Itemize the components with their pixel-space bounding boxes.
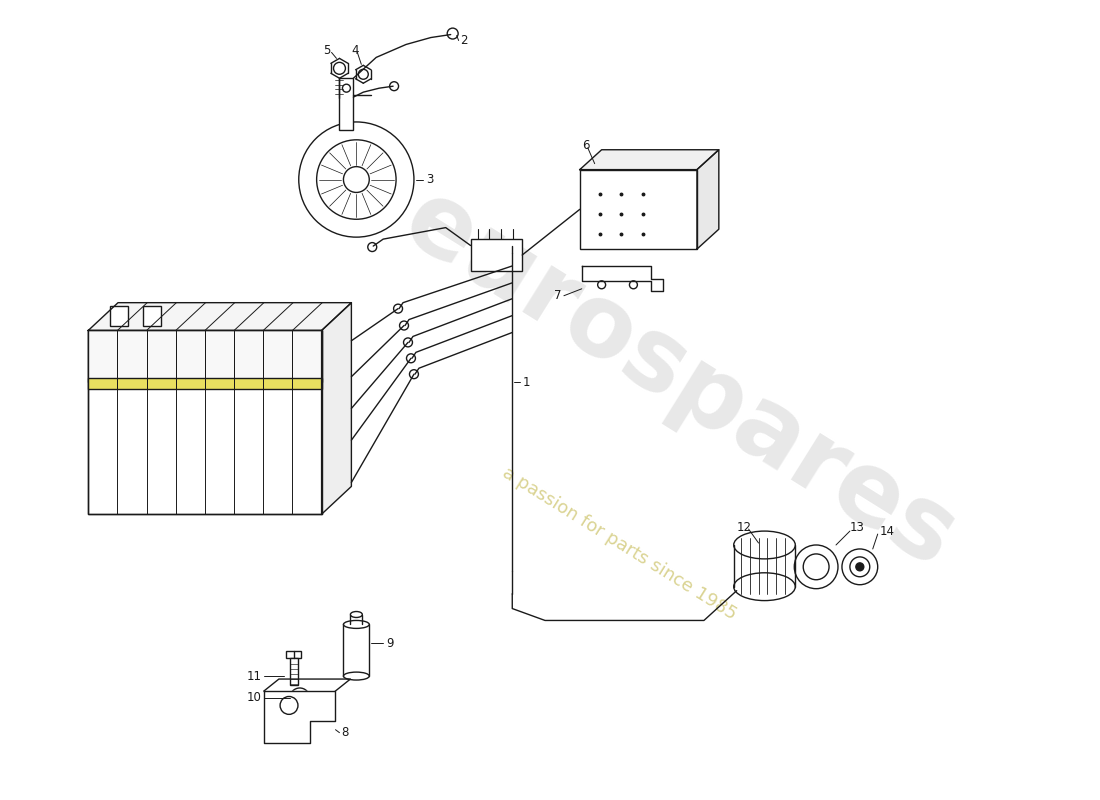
Polygon shape — [264, 691, 336, 742]
Circle shape — [409, 370, 418, 378]
Bar — [580, 170, 697, 249]
Circle shape — [448, 28, 458, 39]
Text: 14: 14 — [880, 525, 894, 538]
Polygon shape — [582, 266, 663, 290]
Bar — [286, 651, 301, 658]
Text: 3: 3 — [426, 173, 433, 186]
Circle shape — [856, 563, 864, 571]
Bar — [88, 330, 321, 514]
Ellipse shape — [343, 672, 370, 680]
Circle shape — [389, 82, 398, 90]
Text: 8: 8 — [341, 726, 349, 739]
Bar — [110, 306, 128, 326]
Bar — [289, 658, 298, 685]
Circle shape — [367, 242, 376, 251]
Bar — [471, 239, 522, 271]
Bar — [143, 306, 161, 326]
Text: eurospares: eurospares — [385, 171, 972, 589]
Bar — [88, 378, 321, 390]
Text: 12: 12 — [737, 521, 751, 534]
Circle shape — [404, 338, 412, 347]
Text: 2: 2 — [461, 34, 469, 47]
Text: 6: 6 — [582, 139, 590, 152]
Text: 9: 9 — [386, 637, 394, 650]
Polygon shape — [697, 150, 718, 249]
Text: 5: 5 — [323, 44, 331, 57]
Polygon shape — [321, 302, 351, 514]
Polygon shape — [88, 302, 351, 330]
Ellipse shape — [734, 573, 795, 601]
Bar — [88, 330, 321, 514]
Text: 7: 7 — [554, 290, 562, 302]
Text: 11: 11 — [248, 670, 262, 682]
Text: 13: 13 — [850, 521, 865, 534]
Text: 10: 10 — [248, 691, 262, 705]
Text: a passion for parts since 1985: a passion for parts since 1985 — [499, 464, 740, 624]
Polygon shape — [580, 150, 718, 170]
Circle shape — [407, 354, 416, 362]
Text: 4: 4 — [351, 44, 359, 57]
Circle shape — [735, 585, 743, 593]
Circle shape — [280, 697, 298, 714]
Circle shape — [399, 321, 408, 330]
Bar — [340, 78, 353, 130]
Bar — [88, 330, 321, 382]
Circle shape — [394, 304, 403, 313]
Text: 1: 1 — [522, 376, 530, 389]
